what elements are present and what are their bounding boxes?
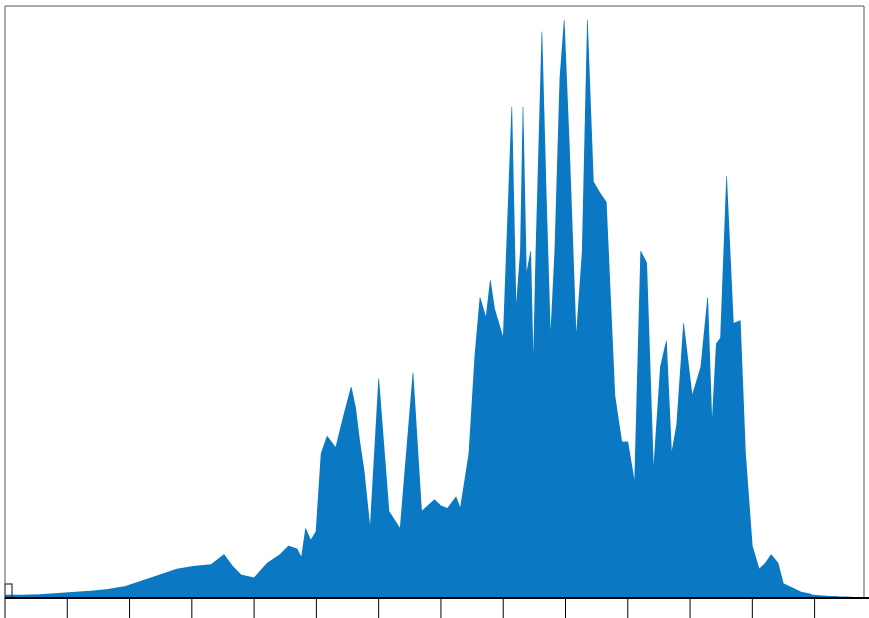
- histogram-area: [4, 19, 865, 599]
